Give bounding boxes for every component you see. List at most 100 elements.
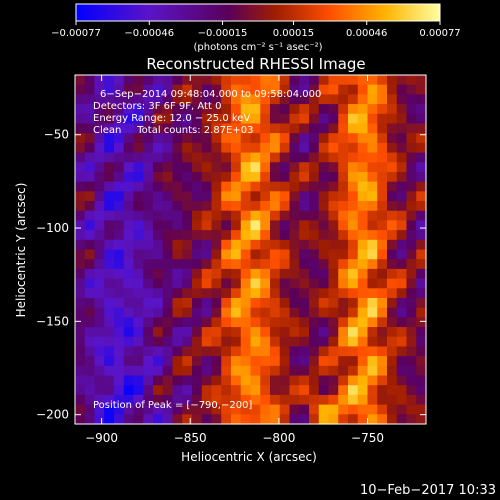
heatmap-cell — [260, 288, 271, 299]
heatmap-cell — [289, 307, 300, 318]
heatmap-cell — [406, 171, 417, 183]
y-axis-ticks: −200 −150 −100 −50 — [36, 128, 426, 422]
heatmap-cell — [357, 220, 369, 231]
heatmap-cell — [299, 142, 310, 154]
heatmap-cell — [231, 142, 242, 154]
heatmap-cell — [416, 220, 427, 231]
heatmap-cell — [357, 297, 369, 309]
heatmap-cell — [396, 375, 408, 386]
heatmap-cell — [348, 201, 359, 212]
heatmap-cell — [143, 181, 154, 192]
heatmap-cell — [182, 191, 193, 202]
colorbar-tick-label: −0.00015 — [198, 28, 248, 39]
heatmap-cell — [240, 162, 252, 173]
heatmap-cell — [406, 133, 417, 144]
heatmap-cell — [240, 327, 252, 338]
heatmap-cell — [75, 239, 86, 251]
heatmap-cell — [289, 75, 300, 86]
heatmap-cell — [367, 220, 378, 231]
heatmap-cell — [260, 191, 271, 202]
heatmap-cell — [260, 278, 271, 289]
heatmap-cell — [406, 230, 417, 241]
heatmap-cell — [318, 113, 330, 125]
heatmap-cell — [114, 346, 125, 357]
heatmap-cell — [201, 317, 213, 328]
heatmap-cell — [182, 94, 193, 105]
heatmap-cell — [416, 191, 427, 202]
heatmap-cell — [114, 201, 125, 212]
heatmap-cell — [387, 123, 398, 134]
heatmap-cell — [406, 307, 417, 318]
heatmap-cell — [231, 210, 242, 222]
heatmap-cell — [357, 414, 369, 425]
heatmap-cell — [84, 104, 96, 115]
heatmap-cell — [318, 152, 330, 163]
heatmap-cell — [211, 365, 222, 377]
heatmap-cell — [387, 152, 398, 163]
heatmap-cell — [114, 142, 125, 154]
heatmap-cell — [182, 327, 193, 338]
heatmap-cell — [406, 327, 417, 338]
heatmap-cell — [211, 385, 222, 396]
heatmap-cell — [201, 75, 213, 86]
heatmap-cell — [338, 113, 349, 125]
heatmap-cell — [299, 346, 310, 357]
heatmap-cell — [162, 278, 174, 289]
heatmap-cell — [84, 113, 96, 125]
heatmap-cell — [211, 375, 222, 386]
heatmap-cell — [240, 191, 252, 202]
heatmap-cell — [289, 152, 300, 163]
heatmap-cell — [192, 327, 203, 338]
heatmap-cell — [211, 414, 222, 425]
heatmap-cell — [250, 268, 261, 280]
heatmap-cell — [153, 414, 164, 425]
heatmap-cell — [260, 113, 271, 125]
heatmap-cell — [396, 104, 408, 115]
heatmap-cell — [201, 307, 213, 318]
heatmap-cell — [211, 162, 222, 173]
heatmap-cell — [299, 365, 310, 377]
heatmap-cell — [270, 171, 281, 183]
heatmap-cell — [406, 210, 417, 222]
heatmap-cell — [221, 327, 232, 338]
heatmap-cell — [123, 104, 135, 115]
heatmap-cell — [153, 327, 164, 338]
heatmap-cell — [289, 404, 300, 415]
heatmap-cell — [172, 181, 183, 192]
heatmap-cell — [75, 201, 86, 212]
heatmap-cell — [289, 142, 300, 154]
heatmap-cell — [289, 249, 300, 260]
heatmap-cell — [299, 75, 310, 86]
heatmap-cell — [211, 317, 222, 328]
heatmap-cell — [94, 239, 105, 251]
heatmap-cell — [123, 365, 135, 377]
heatmap-cell — [172, 327, 183, 338]
heatmap-cell — [377, 327, 388, 338]
heatmap-cell — [231, 385, 242, 396]
heatmap-cell — [250, 220, 261, 231]
heatmap-cell — [221, 356, 232, 367]
heatmap-cell — [338, 259, 349, 270]
heatmap-cell — [231, 404, 242, 415]
heatmap-cell — [143, 317, 154, 328]
heatmap-cell — [153, 288, 164, 299]
heatmap-cell — [211, 249, 222, 260]
heatmap-cell — [270, 404, 281, 415]
heatmap-cell — [143, 104, 154, 115]
heatmap-cell — [279, 133, 291, 144]
heatmap-cell — [201, 268, 213, 280]
heatmap-cell — [338, 220, 349, 231]
heatmap-cell — [270, 288, 281, 299]
heatmap-cell — [416, 385, 427, 396]
heatmap-cell — [75, 104, 86, 115]
heatmap-cell — [104, 84, 115, 95]
heatmap-cell — [201, 171, 213, 183]
heatmap-cell — [133, 356, 144, 367]
heatmap-cell — [84, 152, 96, 163]
heatmap-cell — [367, 191, 378, 202]
x-axis-ticks: −900 −850 −800 −750 — [85, 75, 384, 445]
heatmap-cell — [143, 375, 154, 386]
heatmap-cell — [133, 113, 144, 125]
heatmap-cell — [260, 327, 271, 338]
heatmap-cell — [231, 181, 242, 192]
